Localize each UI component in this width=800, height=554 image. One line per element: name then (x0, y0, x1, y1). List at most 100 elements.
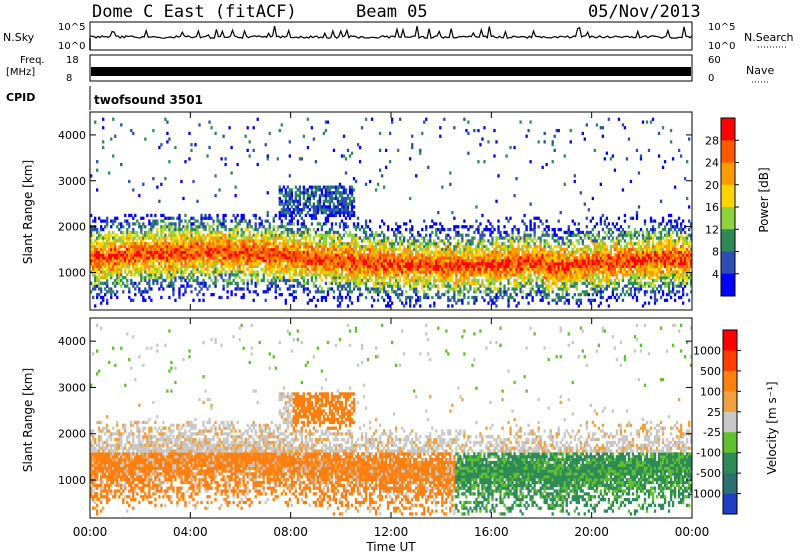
power-cell (449, 227, 452, 232)
power-cell (547, 287, 550, 291)
power-cell (525, 295, 528, 300)
power-cell (294, 247, 297, 251)
power-cell (306, 281, 310, 285)
power-cell (475, 278, 478, 283)
power-cell (393, 264, 396, 268)
power-cell (160, 182, 163, 186)
power-cell (310, 267, 314, 271)
power-cell (443, 239, 446, 243)
power-cell (336, 287, 340, 291)
power-cell (409, 267, 412, 271)
power-cell (541, 233, 544, 237)
power-cell (350, 273, 354, 277)
power-cell (244, 239, 247, 243)
power-cell (342, 287, 346, 291)
power-cell (312, 239, 316, 243)
power-cell (473, 298, 476, 302)
power-cell (324, 233, 328, 237)
power-cell (503, 244, 506, 249)
power-cell (178, 250, 181, 254)
power-cell (92, 259, 95, 263)
power-cell (330, 276, 334, 280)
power-cell (334, 276, 338, 280)
power-cell (489, 295, 492, 300)
power-cell (108, 242, 111, 246)
power-cell (196, 278, 199, 283)
power-cell (110, 290, 113, 294)
power-cell (216, 233, 219, 237)
power-cell (242, 256, 245, 260)
power-cell (140, 267, 143, 271)
power-cell (182, 233, 185, 237)
power-cell (258, 259, 261, 263)
power-cell (525, 261, 528, 266)
power-cell (557, 128, 560, 133)
power-cell (220, 244, 223, 249)
power-cell (493, 242, 496, 246)
power-cell (314, 208, 318, 212)
power-cell (290, 242, 293, 246)
power-cell (154, 233, 157, 237)
power-cell (164, 177, 167, 181)
power-cell (455, 267, 458, 271)
power-cell (162, 227, 165, 232)
power-cell (360, 256, 364, 260)
power-cell (541, 259, 544, 263)
power-cell (386, 261, 390, 266)
power-cell (198, 247, 201, 251)
power-cell (314, 273, 318, 277)
power-cell (202, 247, 205, 251)
power-cell (421, 259, 424, 263)
power-cell (447, 284, 450, 288)
power-cell (334, 188, 338, 192)
power-cell (186, 250, 189, 254)
power-cell (495, 298, 498, 302)
power-cell (202, 261, 205, 266)
power-cell (334, 211, 338, 215)
power-cell (491, 244, 494, 249)
power-cell (292, 233, 295, 237)
power-cell (364, 219, 368, 223)
power-cell (296, 222, 299, 226)
power-cell (326, 230, 330, 235)
power-cell (118, 273, 121, 277)
power-cell (190, 225, 193, 229)
power-cell (443, 267, 446, 271)
power-cell (513, 239, 516, 243)
power-cell (515, 287, 518, 291)
power-cell (342, 191, 346, 195)
power-cell (252, 126, 255, 130)
power-cell (362, 227, 366, 232)
power-cell (340, 284, 344, 288)
power-cell (535, 267, 538, 271)
power-cell (104, 233, 107, 237)
power-cell (314, 233, 318, 237)
power-cell (334, 242, 338, 246)
power-cell (457, 242, 460, 246)
power-cell (154, 253, 157, 257)
power-cell (348, 267, 352, 271)
power-cell (282, 236, 285, 240)
power-cell (324, 199, 328, 203)
power-cell (276, 247, 279, 251)
power-cell (254, 276, 257, 280)
power-cell (332, 208, 336, 212)
power-cell (352, 199, 356, 203)
power-cell (539, 253, 542, 257)
power-cell (362, 244, 366, 249)
power-cell (449, 267, 452, 271)
power-cell (226, 247, 229, 251)
power-cell (348, 253, 352, 257)
power-cell (356, 236, 360, 240)
power-cell (445, 270, 448, 274)
power-cell (222, 244, 225, 249)
power-cell (376, 242, 380, 246)
power-cell (314, 213, 318, 218)
power-cell (401, 267, 404, 271)
power-cell (427, 287, 430, 291)
power-cell (330, 270, 334, 274)
power-cell (168, 137, 171, 141)
power-cell (467, 253, 470, 257)
power-cell (338, 284, 342, 288)
power-cell (290, 261, 293, 266)
